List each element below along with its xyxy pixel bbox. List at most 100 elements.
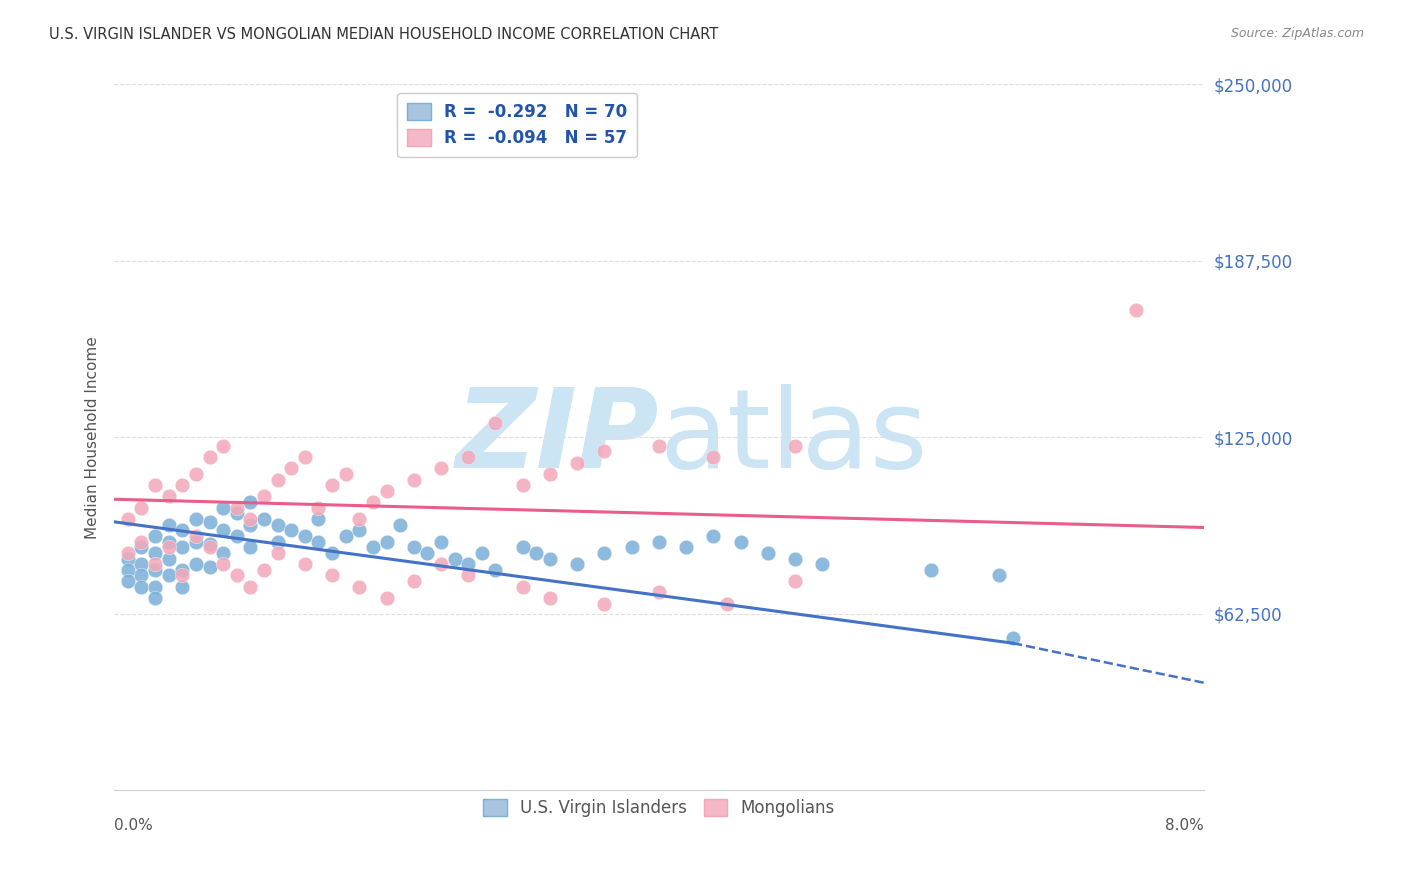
Point [266,534,288,549]
Point [157,551,180,566]
Point [143,529,166,543]
Point [648,585,671,599]
Point [131,580,153,594]
Point [212,546,235,560]
Point [648,534,671,549]
Point [512,540,534,554]
Point [457,568,479,582]
Point [783,574,806,588]
Text: 0.0%: 0.0% [114,818,153,833]
Point [294,450,316,464]
Point [294,557,316,571]
Point [294,529,316,543]
Point [307,534,329,549]
Point [143,478,166,492]
Point [131,534,153,549]
Point [225,500,247,515]
Point [143,580,166,594]
Point [484,416,506,430]
Point [184,529,207,543]
Point [349,512,371,526]
Point [1125,303,1147,318]
Point [253,563,276,577]
Point [307,500,329,515]
Point [716,597,738,611]
Point [361,495,384,509]
Point [239,540,262,554]
Point [567,557,589,571]
Point [117,512,139,526]
Point [593,444,616,458]
Point [430,461,453,475]
Point [430,534,453,549]
Point [457,557,479,571]
Point [702,529,724,543]
Point [361,540,384,554]
Point [239,580,262,594]
Point [131,557,153,571]
Point [730,534,752,549]
Text: ZIP: ZIP [456,384,659,491]
Point [783,551,806,566]
Point [172,524,194,538]
Point [471,546,494,560]
Point [567,456,589,470]
Point [524,546,547,560]
Point [416,546,439,560]
Point [212,557,235,571]
Point [321,546,343,560]
Point [143,546,166,560]
Point [321,478,343,492]
Point [131,540,153,554]
Point [225,529,247,543]
Point [402,540,425,554]
Point [920,563,942,577]
Point [117,551,139,566]
Point [172,563,194,577]
Legend: U.S. Virgin Islanders, Mongolians: U.S. Virgin Islanders, Mongolians [477,792,841,824]
Point [443,551,465,566]
Point [457,450,479,464]
Point [184,467,207,481]
Point [430,557,453,571]
Point [266,517,288,532]
Text: U.S. VIRGIN ISLANDER VS MONGOLIAN MEDIAN HOUSEHOLD INCOME CORRELATION CHART: U.S. VIRGIN ISLANDER VS MONGOLIAN MEDIAN… [49,27,718,42]
Point [349,580,371,594]
Point [239,512,262,526]
Point [117,546,139,560]
Point [335,529,357,543]
Point [702,450,724,464]
Point [198,515,221,529]
Point [538,467,561,481]
Point [172,568,194,582]
Point [172,580,194,594]
Point [184,557,207,571]
Point [131,500,153,515]
Point [593,597,616,611]
Point [307,512,329,526]
Point [484,563,506,577]
Point [375,483,398,498]
Point [783,439,806,453]
Point [157,534,180,549]
Text: atlas: atlas [659,384,928,491]
Point [988,568,1011,582]
Point [225,568,247,582]
Point [157,568,180,582]
Point [157,490,180,504]
Point [512,478,534,492]
Point [198,537,221,551]
Point [212,500,235,515]
Point [172,478,194,492]
Point [225,507,247,521]
Point [143,563,166,577]
Point [402,574,425,588]
Point [117,574,139,588]
Point [157,540,180,554]
Point [375,534,398,549]
Point [375,591,398,605]
Point [143,591,166,605]
Point [266,473,288,487]
Point [335,467,357,481]
Point [512,580,534,594]
